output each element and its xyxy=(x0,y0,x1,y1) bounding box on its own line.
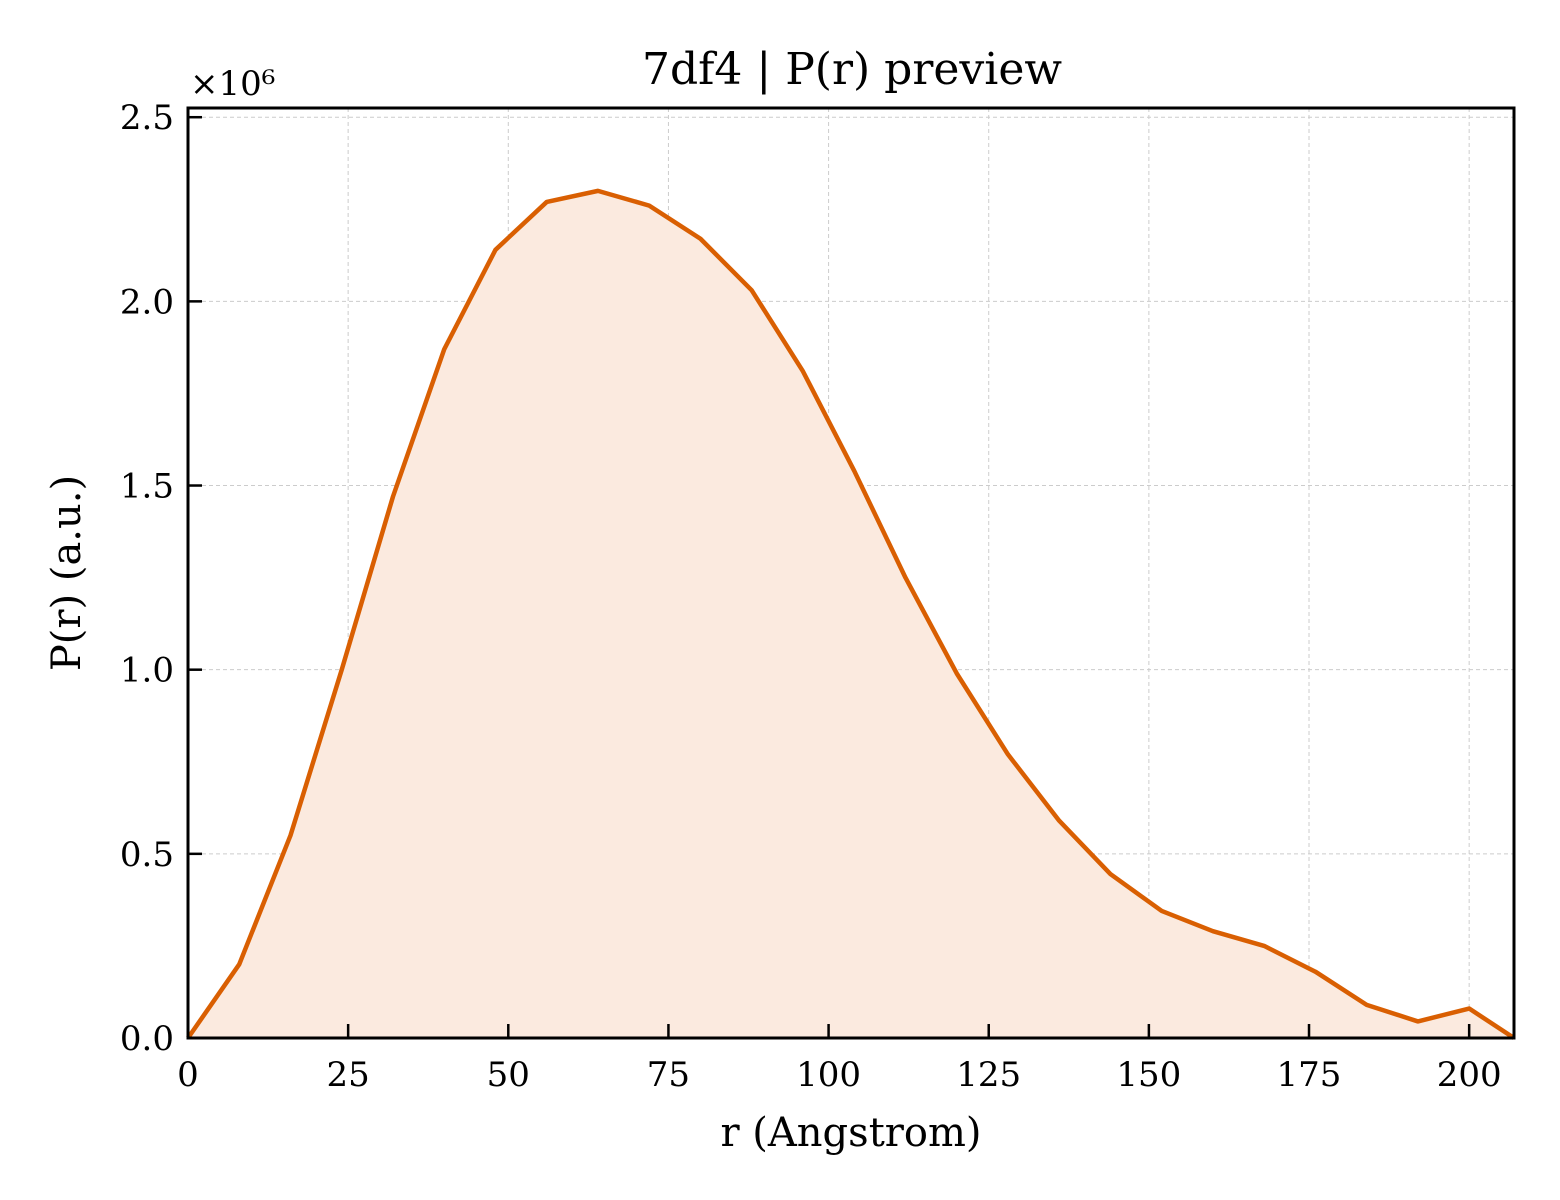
x-tick-label: 25 xyxy=(327,1055,370,1095)
y-axis-label: P(r) (a.u.) xyxy=(44,475,90,671)
x-tick-label: 200 xyxy=(1437,1055,1502,1095)
y-tick-label: 2.5 xyxy=(120,98,174,138)
chart-title: 7df4 | P(r) preview xyxy=(642,44,1062,95)
y-offset-label: ×10⁶ xyxy=(190,64,275,104)
axis-tick-labels: 0 25 50 75 100 125 150 175 200 0.0 0.5 1.0 1.5 2.0 2.5 xyxy=(120,98,1502,1095)
y-tick-label: 0.0 xyxy=(120,1019,174,1059)
x-tick-label: 75 xyxy=(647,1055,690,1095)
axis-ticks xyxy=(186,115,1471,1040)
y-tick-label: 2.0 xyxy=(120,282,174,322)
y-tick-label: 1.0 xyxy=(120,651,174,691)
x-axis-label: r (Angstrom) xyxy=(720,1110,981,1156)
x-tick-label: 100 xyxy=(796,1055,861,1095)
plot-frame xyxy=(186,106,1516,1040)
pr-line xyxy=(186,188,1516,1040)
x-tick-label: 150 xyxy=(1116,1055,1181,1095)
x-tick-label: 50 xyxy=(487,1055,530,1095)
pr-area xyxy=(188,190,1514,1038)
y-tick-label: 1.5 xyxy=(120,467,174,507)
x-tick-label: 175 xyxy=(1277,1055,1342,1095)
y-tick-label: 0.5 xyxy=(120,835,174,875)
x-tick-label: 0 xyxy=(177,1055,199,1095)
x-tick-label: 125 xyxy=(956,1055,1021,1095)
